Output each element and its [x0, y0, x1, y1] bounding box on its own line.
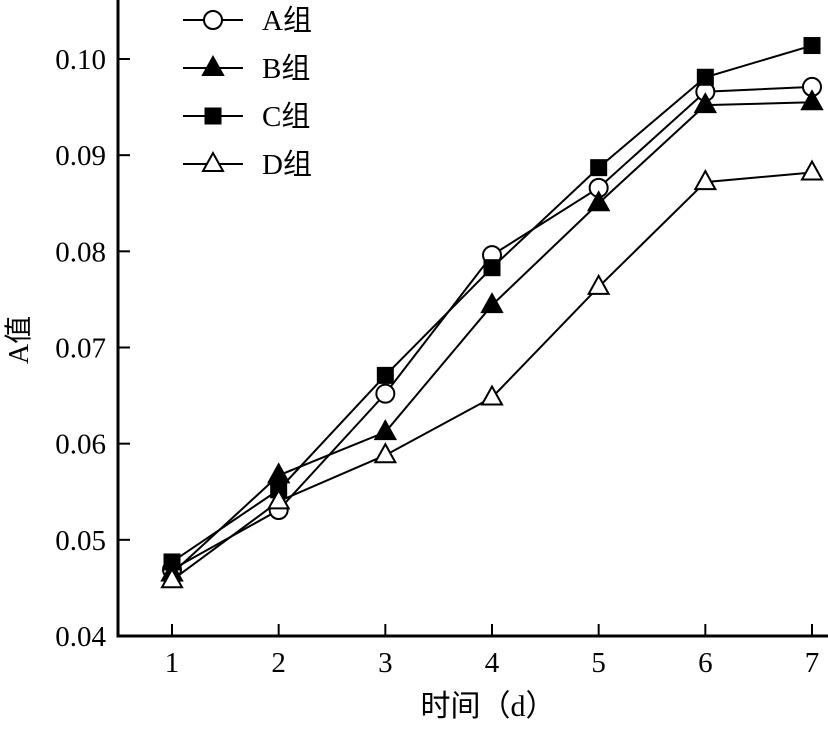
square-marker — [483, 259, 501, 277]
square-marker — [803, 37, 821, 55]
triangle-marker — [586, 190, 611, 212]
square-marker — [204, 107, 222, 125]
square-marker — [590, 159, 608, 177]
x-tick-label: 3 — [378, 647, 393, 679]
y-tick-label: 0.05 — [55, 525, 106, 557]
triangle-marker — [693, 169, 718, 191]
x-tick-label: 5 — [591, 647, 606, 679]
legend-label: A组 — [262, 4, 312, 37]
series-line — [171, 171, 813, 582]
x-tick-label: 7 — [805, 647, 820, 679]
x-tick-label: 4 — [485, 647, 500, 679]
legend-entry: C组 — [183, 100, 310, 133]
markers-C组 — [163, 37, 821, 571]
series-D组 — [171, 171, 813, 582]
triangle-marker — [201, 150, 225, 172]
x-tick-label: 1 — [165, 647, 180, 679]
circle-marker — [203, 10, 223, 30]
square-marker — [376, 366, 394, 384]
triangle-marker — [373, 419, 398, 441]
triangle-marker — [693, 92, 718, 114]
markers-D组 — [160, 159, 824, 589]
legend-label: B组 — [262, 52, 310, 85]
legend-label: D组 — [262, 148, 312, 181]
triangle-marker — [800, 89, 824, 111]
y-tick-label: 0.07 — [55, 333, 106, 365]
triangle-marker — [266, 488, 291, 510]
y-axis-label: A值 — [3, 316, 35, 364]
y-tick-label: 0.06 — [55, 429, 106, 461]
legend-entry: B组 — [183, 52, 310, 85]
y-tick-label: 0.04 — [55, 621, 106, 653]
x-axis-label: 时间（d） — [421, 690, 556, 723]
legend-entry: D组 — [183, 148, 312, 181]
legend-entry: A组 — [183, 4, 312, 37]
triangle-marker — [480, 292, 504, 314]
y-tick-label: 0.10 — [55, 44, 106, 76]
triangle-marker — [160, 567, 184, 589]
triangle-marker — [800, 159, 824, 181]
triangle-marker — [480, 384, 504, 406]
markers-B组 — [160, 89, 824, 582]
y-tick-label: 0.08 — [55, 236, 106, 268]
legend-label: C组 — [262, 100, 310, 133]
triangle-marker — [201, 54, 225, 76]
y-tick-label: 0.09 — [55, 140, 106, 172]
triangle-marker — [373, 442, 398, 464]
square-marker — [696, 68, 714, 86]
legend: A组 B组 C组 D组 — [183, 4, 312, 181]
x-tick-label: 6 — [698, 647, 713, 679]
x-tick-label: 2 — [271, 647, 286, 679]
circle-marker — [375, 383, 396, 404]
triangle-marker — [586, 273, 611, 295]
